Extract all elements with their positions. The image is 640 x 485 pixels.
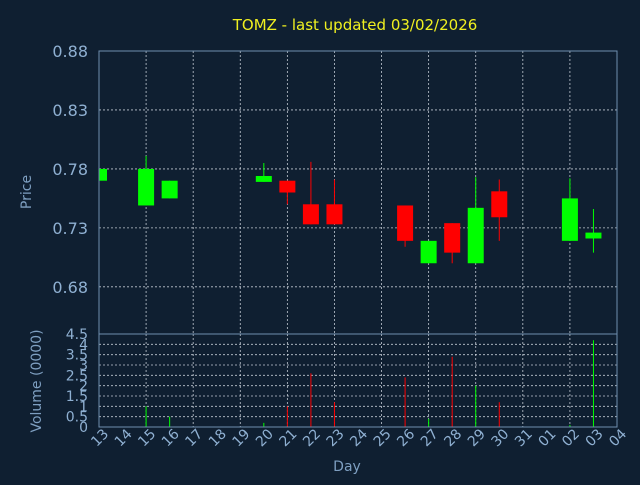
- candle-body-26: [397, 205, 414, 241]
- candle-body-02: [561, 198, 578, 241]
- x-tick-label-18: 18: [206, 426, 230, 450]
- volume-tick-label: 1: [79, 399, 88, 415]
- volume-tick-label: 0.5: [66, 410, 88, 426]
- x-tick-label-19: 19: [229, 426, 253, 450]
- x-tick-label-04: 04: [606, 426, 630, 450]
- candle-body-27: [420, 240, 437, 264]
- x-tick-label-21: 21: [277, 426, 301, 450]
- candle-body-15: [138, 168, 155, 206]
- price-tick-label: 0.73: [52, 219, 88, 238]
- volume-y-ticks: 4.543.532.521.510.50: [66, 327, 88, 436]
- x-tick-label-25: 25: [371, 426, 395, 450]
- x-tick-label-26: 26: [394, 426, 418, 450]
- x-tick-label-23: 23: [324, 426, 348, 450]
- price-axis-label: Price: [19, 175, 35, 209]
- x-tick-label-29: 29: [465, 426, 489, 450]
- candle-body-30: [491, 191, 508, 218]
- x-tick-label-20: 20: [253, 426, 277, 450]
- x-tick-label-03: 03: [583, 426, 607, 450]
- x-tick-label-14: 14: [112, 426, 136, 450]
- volume-tick-label: 2: [79, 379, 88, 395]
- volume-tick-label: 3: [79, 358, 88, 374]
- volume-plot-frame: [98, 333, 618, 428]
- volume-bars: [145, 340, 594, 427]
- volume-tick-label: 4.5: [66, 327, 88, 343]
- x-tick-label-01: 01: [536, 426, 560, 450]
- candle-body-16: [161, 180, 178, 199]
- volume-axis-label: Volume (0000): [29, 329, 45, 432]
- x-tick-label-17: 17: [182, 426, 206, 450]
- x-tick-label-27: 27: [418, 426, 442, 450]
- candle-body-20: [255, 175, 272, 182]
- x-tick-label-15: 15: [135, 426, 159, 450]
- price-candles: [98, 155, 602, 264]
- candle-body-23: [326, 204, 343, 225]
- volume-tick-label: 0: [79, 420, 88, 436]
- x-tick-label-31: 31: [512, 426, 536, 450]
- price-tick-label: 0.68: [52, 278, 88, 297]
- x-tick-label-24: 24: [347, 426, 371, 450]
- x-tick-label-22: 22: [300, 426, 324, 450]
- x-ticks: 13 14 15 16 17 18 19 20 21 22 23 24 25 26 27 28 29 30 31 01…: [88, 426, 630, 450]
- volume-tick-label: 2.5: [66, 368, 88, 384]
- price-y-ticks: 0.88 0.83 0.78 0.73 0.68: [52, 42, 88, 297]
- x-tick-label-02: 02: [559, 426, 583, 450]
- x-axis-label: Day: [333, 459, 361, 475]
- chart-title: TOMZ - last updated 03/02/2026: [232, 16, 478, 34]
- volume-tick-label: 4: [79, 337, 88, 353]
- candle-body-21: [279, 180, 296, 193]
- candle-body-29: [467, 207, 484, 264]
- x-tick-label-16: 16: [159, 426, 183, 450]
- candle-body-22: [302, 204, 319, 225]
- volume-tick-label: 3.5: [66, 348, 88, 364]
- price-tick-label: 0.78: [52, 160, 88, 179]
- candle-body-28: [444, 223, 461, 253]
- x-tick-label-28: 28: [441, 426, 465, 450]
- candle-body-13: [99, 168, 107, 181]
- x-tick-label-30: 30: [488, 426, 512, 450]
- x-tick-label-13: 13: [88, 426, 112, 450]
- volume-grid: [99, 334, 617, 427]
- price-tick-label: 0.83: [52, 101, 88, 120]
- volume-tick-label: 1.5: [66, 389, 88, 405]
- price-tick-label: 0.88: [52, 42, 88, 61]
- candle-body-03: [585, 232, 602, 239]
